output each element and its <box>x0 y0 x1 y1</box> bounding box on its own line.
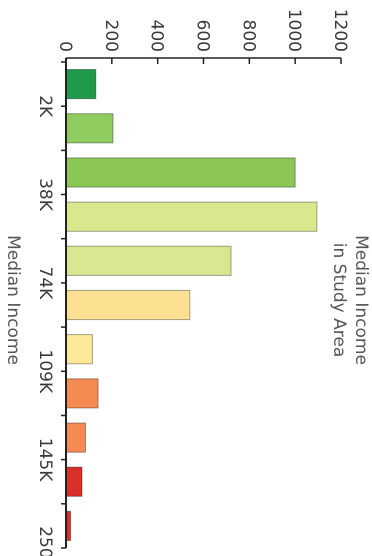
category-tick-label-1: 38K <box>35 178 55 212</box>
chart-title-line-2: in Study Area <box>329 243 349 358</box>
bar-0 <box>65 69 97 100</box>
x-axis-title: Median Income <box>3 235 23 365</box>
category-tick-label-0: 2K <box>35 95 55 118</box>
category-tick-label-3: 109K <box>35 349 55 393</box>
bar-1 <box>65 113 114 144</box>
bars-group <box>65 69 318 541</box>
bar-5 <box>65 289 191 321</box>
bar-4 <box>65 245 232 276</box>
bar-3 <box>65 201 318 232</box>
value-tick-label-5: 1000 <box>284 9 304 52</box>
value-tick-label-1: 200 <box>101 20 121 52</box>
category-tick-label-5: 250K <box>35 526 55 556</box>
chart-title-line-1: Median Income <box>351 235 371 365</box>
bar-7 <box>65 378 99 409</box>
bar-6 <box>65 334 93 365</box>
category-tick-label-4: 145K <box>35 438 55 482</box>
value-tick-label-3: 600 <box>193 20 213 52</box>
value-ticks-group: 0 200 400 600 800 1000 1200 <box>55 9 350 64</box>
value-tick-label-0: 0 <box>55 41 75 52</box>
value-tick-label-6: 1200 <box>330 9 350 52</box>
category-ticks-group: 2K 38K 74K 109K 145K 250K <box>35 61 66 556</box>
bar-9 <box>65 466 83 497</box>
bar-2 <box>65 157 296 188</box>
value-tick-label-2: 400 <box>147 20 167 52</box>
bar-8 <box>65 422 86 453</box>
chart-title: Median Income in Study Area <box>329 235 371 365</box>
value-tick-label-4: 800 <box>238 20 258 52</box>
category-tick-label-2: 74K <box>35 267 55 301</box>
